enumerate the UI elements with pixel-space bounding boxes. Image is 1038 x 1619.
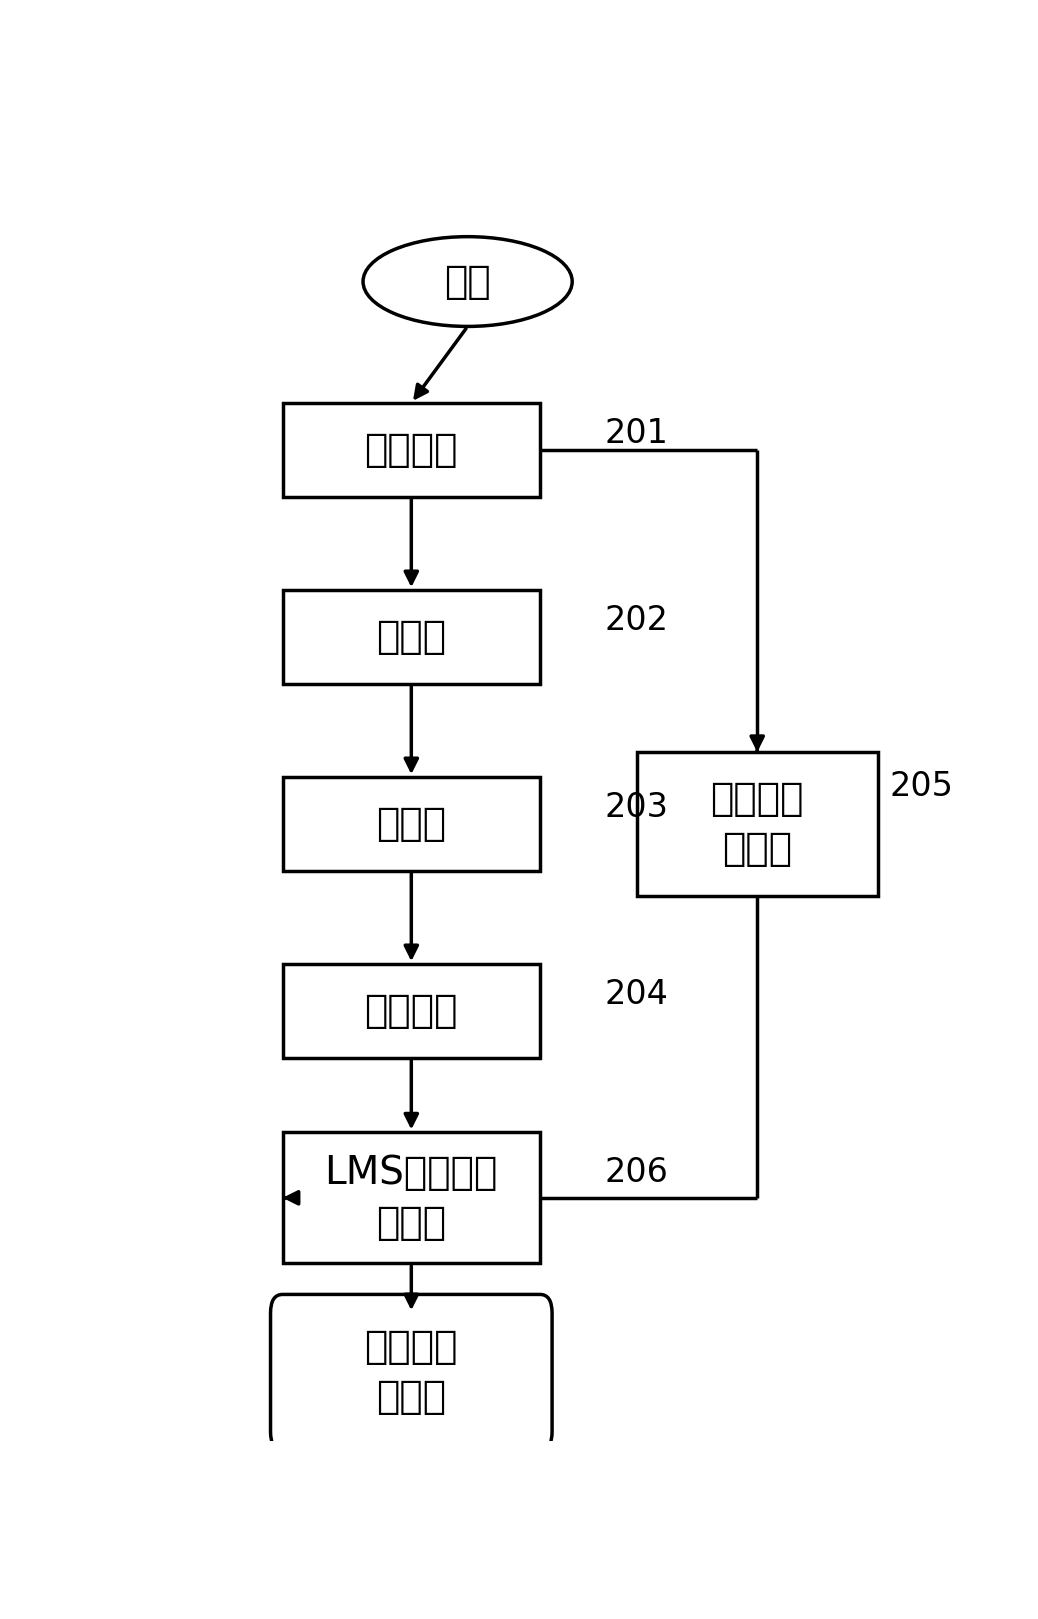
Text: 202: 202 <box>604 604 668 638</box>
Ellipse shape <box>363 236 572 327</box>
FancyBboxPatch shape <box>282 777 540 871</box>
Text: 预均衡: 预均衡 <box>376 805 446 843</box>
FancyBboxPatch shape <box>636 753 878 895</box>
Text: 自适应方
向判定: 自适应方 向判定 <box>710 780 804 868</box>
FancyBboxPatch shape <box>271 1295 552 1451</box>
FancyBboxPatch shape <box>282 963 540 1057</box>
Text: LMS自适应信
道估计: LMS自适应信 道估计 <box>325 1154 498 1242</box>
Text: 预估计: 预估计 <box>376 618 446 656</box>
Text: 输出信道
估计値: 输出信道 估计値 <box>364 1328 458 1417</box>
Text: 205: 205 <box>890 771 954 803</box>
Text: 序列还原: 序列还原 <box>364 992 458 1030</box>
Text: 206: 206 <box>604 1156 668 1190</box>
Text: 203: 203 <box>604 792 668 824</box>
Text: 201: 201 <box>604 418 668 450</box>
Text: 204: 204 <box>604 978 668 1012</box>
Text: 接收序列: 接收序列 <box>364 431 458 470</box>
FancyBboxPatch shape <box>282 403 540 497</box>
FancyBboxPatch shape <box>282 589 540 683</box>
FancyBboxPatch shape <box>282 1132 540 1263</box>
Text: 开始: 开始 <box>444 262 491 301</box>
